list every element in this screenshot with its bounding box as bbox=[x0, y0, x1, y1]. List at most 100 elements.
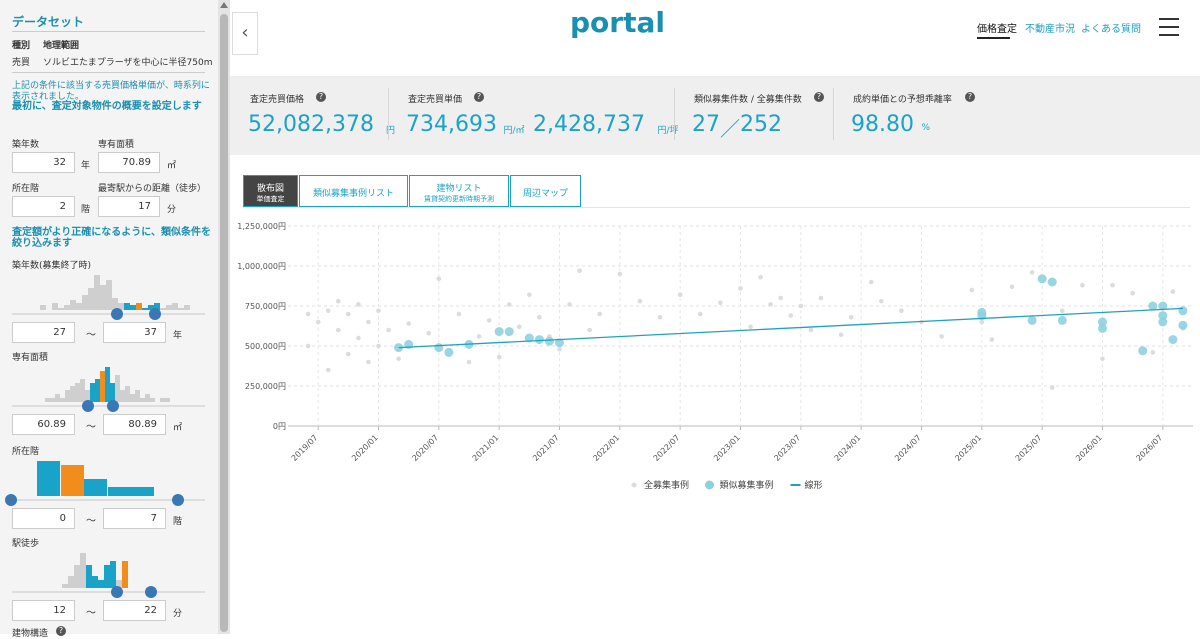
data-point bbox=[366, 319, 371, 325]
slider-handle[interactable] bbox=[111, 586, 123, 598]
x-tick-label: 2022/01 bbox=[591, 433, 621, 463]
section-title: データセット bbox=[12, 15, 85, 29]
histogram-bar bbox=[184, 305, 190, 310]
data-point bbox=[979, 319, 985, 325]
data-point bbox=[899, 308, 904, 314]
input[interactable]: 12 bbox=[12, 600, 75, 621]
histogram-bar bbox=[145, 394, 150, 402]
stat-unit: 円 bbox=[386, 126, 396, 136]
help-icon[interactable]: ? bbox=[56, 626, 66, 636]
input[interactable]: 2 bbox=[12, 196, 75, 217]
filter-label: 専有面積 bbox=[12, 353, 49, 363]
data-point bbox=[346, 311, 351, 317]
data-point bbox=[506, 302, 512, 307]
field-label: 最寄駅からの距離（徒歩） bbox=[98, 184, 207, 194]
slider-handle[interactable] bbox=[172, 494, 184, 506]
histogram-bar bbox=[120, 390, 125, 402]
label: 地理範囲 bbox=[43, 41, 80, 51]
input[interactable]: 32 bbox=[12, 152, 75, 173]
filter-label: 建物構造 bbox=[12, 629, 49, 639]
histogram-bar bbox=[65, 390, 70, 402]
slider-handle[interactable] bbox=[149, 308, 161, 320]
slider-track[interactable] bbox=[12, 313, 205, 315]
y-tick-label: 250,000円 bbox=[245, 382, 286, 391]
scrollbar[interactable] bbox=[218, 0, 230, 634]
stat-unit: 円/坪 bbox=[657, 126, 679, 136]
data-point bbox=[1178, 320, 1188, 330]
unit: 分 bbox=[173, 609, 183, 619]
data-point bbox=[788, 313, 794, 318]
slider-handle[interactable] bbox=[107, 400, 119, 412]
nav-link[interactable]: 不動産市況 bbox=[1025, 24, 1075, 35]
data-point bbox=[346, 351, 351, 357]
scroll-up[interactable] bbox=[220, 2, 228, 8]
x-tick-label: 2023/01 bbox=[712, 433, 742, 463]
data-point bbox=[1158, 317, 1168, 327]
help-icon[interactable]: ? bbox=[474, 92, 484, 102]
data-point bbox=[356, 302, 361, 307]
slider-handle[interactable] bbox=[111, 308, 123, 320]
data-point bbox=[527, 292, 532, 298]
x-tick-label: 2026/01 bbox=[1074, 433, 1104, 463]
data-point bbox=[356, 335, 361, 341]
filter-label: 駅徒歩 bbox=[12, 539, 40, 549]
tab[interactable]: 建物リスト 賃貸契約更新時期予測 bbox=[409, 175, 509, 207]
notice: 上記の条件に該当する売買価格単価が、時系列に表示されました。 bbox=[12, 81, 210, 102]
stat-unit: 円/㎡ bbox=[503, 126, 525, 136]
data-point bbox=[1178, 306, 1188, 316]
nav-link[interactable]: 価格査定 bbox=[977, 24, 1017, 35]
slider-track[interactable] bbox=[12, 499, 205, 501]
input[interactable]: 0 bbox=[12, 508, 75, 529]
histogram-bar bbox=[142, 307, 148, 310]
data-point bbox=[977, 307, 987, 317]
input[interactable]: 17 bbox=[98, 196, 160, 217]
input[interactable]: 7 bbox=[103, 508, 166, 529]
x-tick-label: 2019/07 bbox=[290, 433, 320, 463]
input[interactable]: 80.89 bbox=[103, 414, 166, 435]
slider-handle[interactable] bbox=[82, 400, 94, 412]
input[interactable]: 27 bbox=[12, 322, 75, 343]
histogram-bar bbox=[58, 307, 64, 310]
range-separator: 〜 bbox=[86, 608, 96, 619]
tab[interactable]: 周辺マップ bbox=[510, 175, 581, 207]
tab[interactable]: 散布図 単価査定 bbox=[243, 175, 298, 207]
menu-button[interactable] bbox=[1159, 18, 1179, 36]
help-icon[interactable]: ? bbox=[965, 92, 975, 102]
data-point bbox=[718, 300, 723, 306]
histogram-bar bbox=[130, 305, 136, 310]
legend-label: 線形 bbox=[805, 479, 823, 491]
collapse-button[interactable]: ‹ bbox=[232, 12, 258, 55]
data-point bbox=[544, 336, 554, 346]
help-icon[interactable]: ? bbox=[814, 92, 824, 102]
data-point bbox=[838, 332, 844, 338]
slider-handle[interactable] bbox=[145, 586, 157, 598]
tab-bar: 散布図 単価査定 類似募集事例リスト 建物リスト 賃貸契約更新時期予測 周辺マップ bbox=[243, 175, 1190, 208]
legend-label: 類似募集事例 bbox=[720, 479, 774, 491]
logo[interactable]: portal bbox=[570, 6, 665, 39]
stat-value: 252 bbox=[740, 112, 782, 137]
range-separator: 〜 bbox=[86, 422, 96, 433]
data-point bbox=[818, 295, 824, 301]
histogram-bar bbox=[70, 386, 75, 402]
input[interactable]: 60.89 bbox=[12, 414, 75, 435]
input[interactable]: 70.89 bbox=[98, 152, 160, 173]
tab[interactable]: 類似募集事例リスト bbox=[299, 175, 408, 207]
histogram-bar bbox=[131, 487, 154, 496]
histogram-bar bbox=[112, 297, 118, 310]
histogram-bar bbox=[86, 564, 92, 588]
data-point bbox=[557, 346, 562, 352]
help-icon[interactable]: ? bbox=[316, 92, 326, 102]
data-point bbox=[1158, 311, 1168, 321]
tab-label: 散布図 bbox=[256, 184, 284, 194]
input[interactable]: 22 bbox=[103, 600, 166, 621]
data-point bbox=[697, 311, 703, 317]
nav-link[interactable]: よくある質問 bbox=[1081, 24, 1141, 35]
scroll-thumb[interactable] bbox=[220, 14, 228, 632]
data-point bbox=[969, 287, 975, 293]
histogram-bar bbox=[100, 285, 106, 310]
slider-track[interactable] bbox=[12, 591, 205, 593]
input[interactable]: 37 bbox=[103, 322, 166, 343]
data-point bbox=[335, 327, 341, 333]
histogram-bar bbox=[116, 580, 122, 588]
slider-handle[interactable] bbox=[5, 494, 17, 506]
